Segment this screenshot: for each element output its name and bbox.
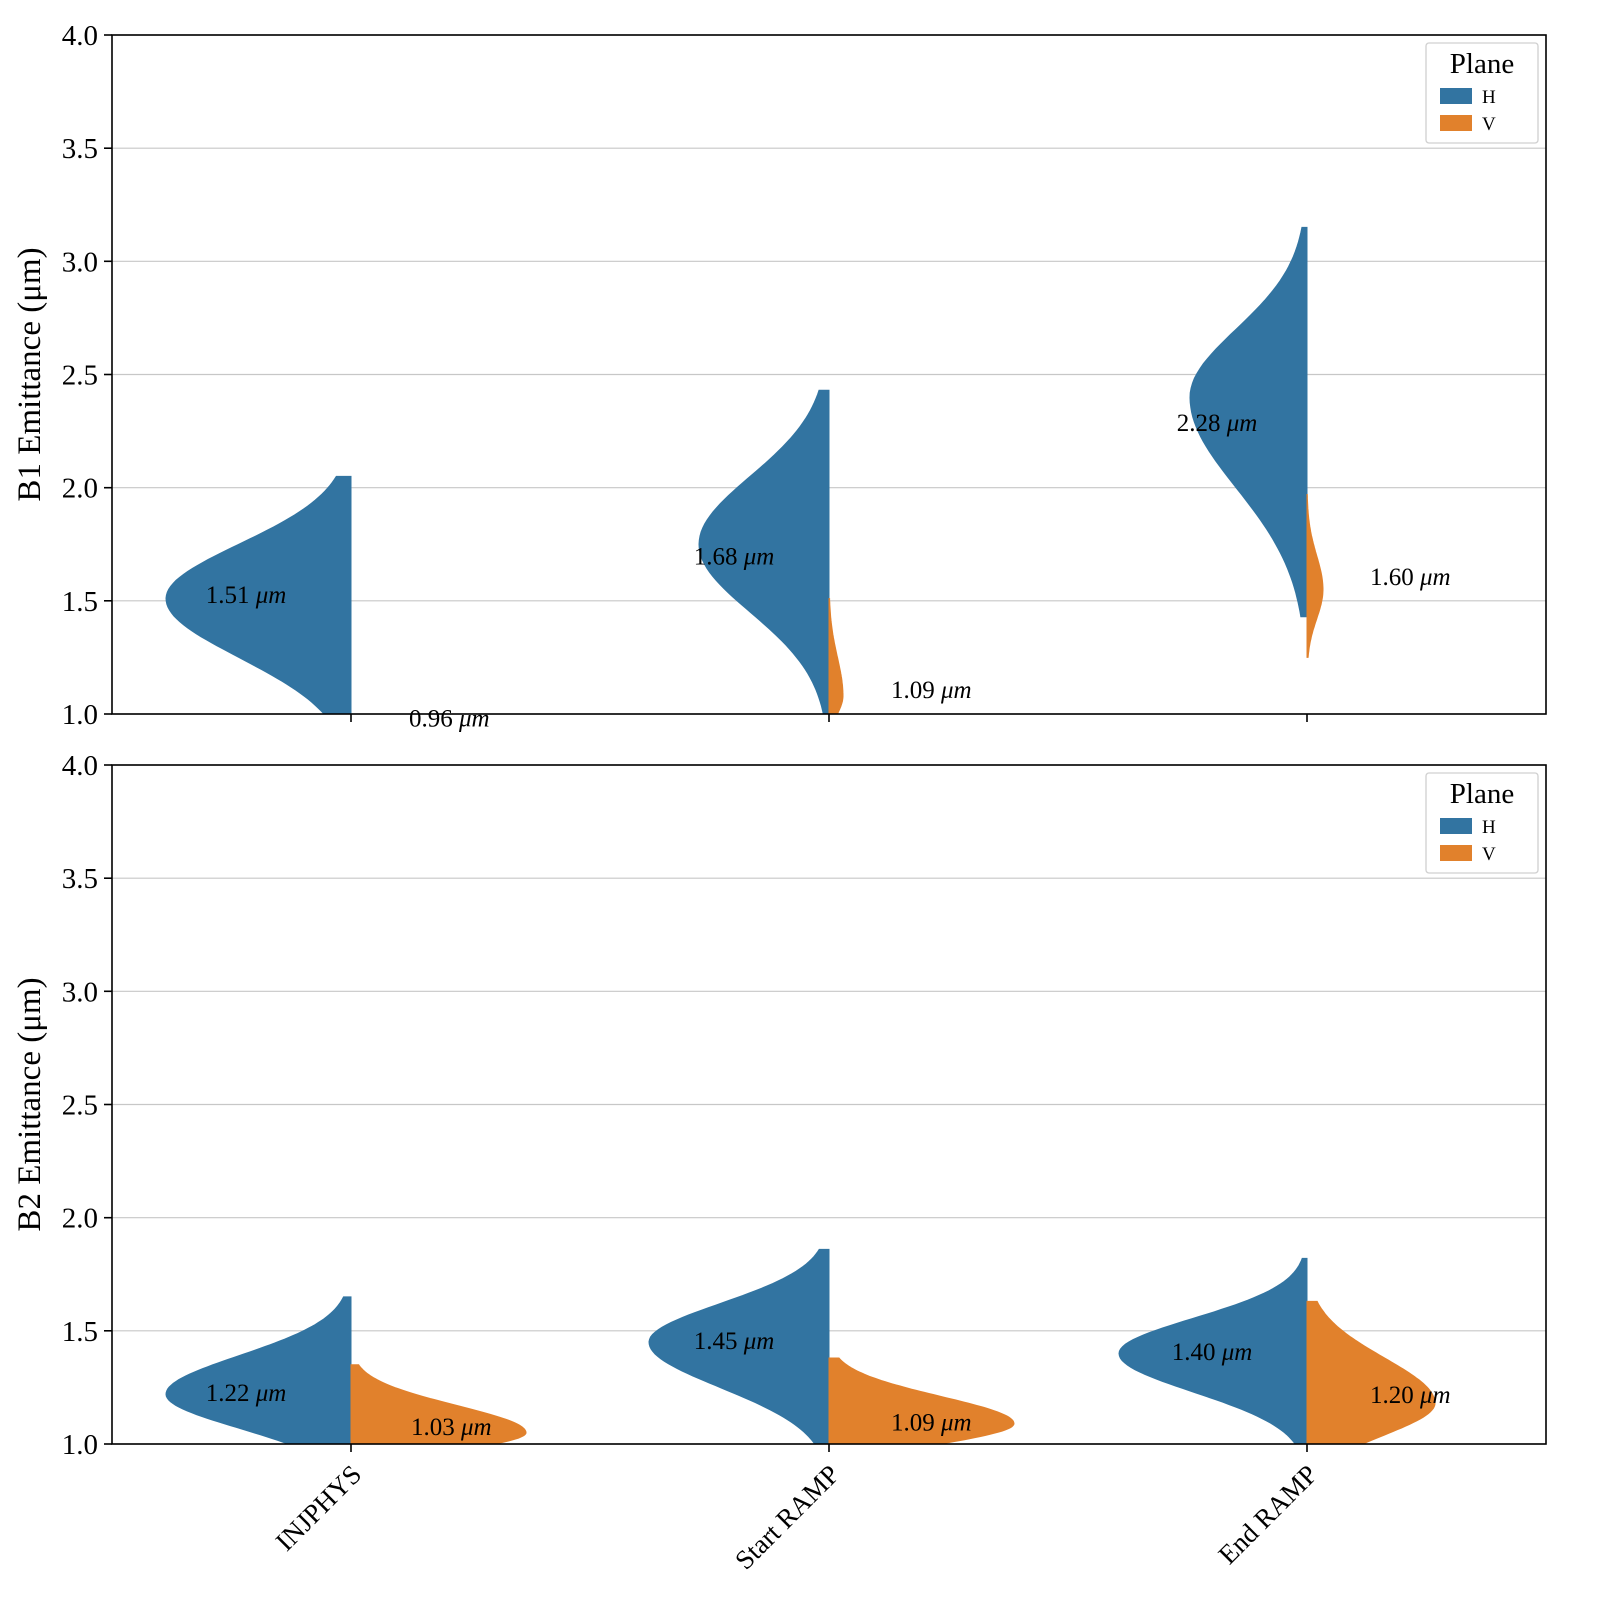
- y-tick-label-b1: 3.0: [62, 246, 98, 278]
- violin-b1-end-ramp-h: [1189, 226, 1308, 618]
- legend-swatch-h-b2: [1440, 818, 1472, 834]
- y-axis-label-b1: B1 Emittance (μm): [12, 247, 48, 501]
- y-tick-label-b2: 3.5: [62, 863, 98, 895]
- annotation-b2-end-ramp-h: 1.40 μm: [1172, 1339, 1253, 1366]
- violin-b1-start-ramp-v: [828, 598, 844, 714]
- legend-swatch-v-b1: [1440, 115, 1472, 131]
- legend-b1: Plane HV: [1425, 42, 1539, 144]
- violin-b2-injphys-h: [165, 1296, 352, 1444]
- annotation-b2-injphys-v: 1.03 μm: [411, 1414, 492, 1441]
- violins-b1: [165, 226, 1324, 714]
- y-tick-label-b1: 2.5: [62, 360, 98, 392]
- legend-label-h-b2: H: [1482, 817, 1496, 838]
- panel-b2: 1.0 1.5 2.0 2.5 3.0 3.5 4.0 B2 Emittance (μm) IN…: [12, 750, 1547, 1575]
- legend-label-v-b1: V: [1482, 114, 1496, 135]
- y-tick-label-b1: 2.0: [62, 473, 98, 505]
- violin-b2-end-ramp-h: [1118, 1257, 1308, 1444]
- violins-b2: [165, 1248, 1436, 1444]
- x-tick-label-end-ramp: End RAMP: [1212, 1459, 1323, 1570]
- y-tick-label-b1: 1.0: [62, 699, 98, 731]
- violin-b2-start-ramp-v: [828, 1357, 1015, 1444]
- y-tick-label-b2: 2.5: [62, 1090, 98, 1122]
- y-tick-label-b2: 4.0: [62, 750, 98, 782]
- y-tick-label-b1: 3.5: [62, 133, 98, 165]
- violin-b2-start-ramp-h: [648, 1248, 830, 1444]
- annotation-b1-start-ramp-h: 1.68 μm: [694, 544, 775, 571]
- violin-b1-end-ramp-v: [1306, 494, 1324, 658]
- legend-label-h-b1: H: [1482, 87, 1496, 108]
- violin-b2-injphys-v: [350, 1364, 527, 1444]
- legend-title-b2: Plane: [1450, 778, 1514, 810]
- annotation-b2-end-ramp-v: 1.20 μm: [1370, 1382, 1451, 1409]
- annotation-b1-injphys-h: 1.51 μm: [206, 582, 287, 609]
- y-tick-label-b2: 2.0: [62, 1203, 98, 1235]
- annotation-b2-injphys-h: 1.22 μm: [206, 1380, 287, 1407]
- y-tick-label-b1: 1.5: [62, 586, 98, 618]
- legend-label-v-b2: V: [1482, 844, 1496, 865]
- annotation-b1-end-ramp-h: 2.28 μm: [1177, 410, 1258, 437]
- y-tick-label-b2: 1.5: [62, 1316, 98, 1348]
- y-tick-label-b2: 3.0: [62, 976, 98, 1008]
- violin-b2-end-ramp-v: [1306, 1300, 1436, 1444]
- y-tick-label-b1: 4.0: [62, 20, 98, 52]
- legend-swatch-v-b2: [1440, 845, 1472, 861]
- legend-b2: Plane HV: [1425, 772, 1539, 874]
- violin-b1-injphys-h: [165, 475, 352, 714]
- annotation-b2-start-ramp-v: 1.09 μm: [891, 1409, 972, 1436]
- legend-swatch-h-b1: [1440, 88, 1472, 104]
- annotation-b2-start-ramp-h: 1.45 μm: [694, 1328, 775, 1355]
- legend-title-b1: Plane: [1450, 48, 1514, 80]
- y-axis-label-b2: B2 Emittance (μm): [12, 977, 48, 1231]
- annotation-b1-start-ramp-v: 1.09 μm: [891, 677, 972, 704]
- x-tick-label-start-ramp: Start RAMP: [729, 1459, 845, 1575]
- panel-b1: 1.0 1.5 2.0 2.5 3.0 3.5 4.0 B1 Emittance (μm) 1.…: [12, 20, 1547, 732]
- y-tick-label-b2: 1.0: [62, 1429, 98, 1461]
- annotation-b1-injphys-v: 0.96 μm: [409, 705, 490, 732]
- annotation-b1-end-ramp-v: 1.60 μm: [1370, 564, 1451, 591]
- violin-b1-start-ramp-h: [698, 389, 830, 714]
- x-tick-label-injphys: INJPHYS: [270, 1459, 368, 1557]
